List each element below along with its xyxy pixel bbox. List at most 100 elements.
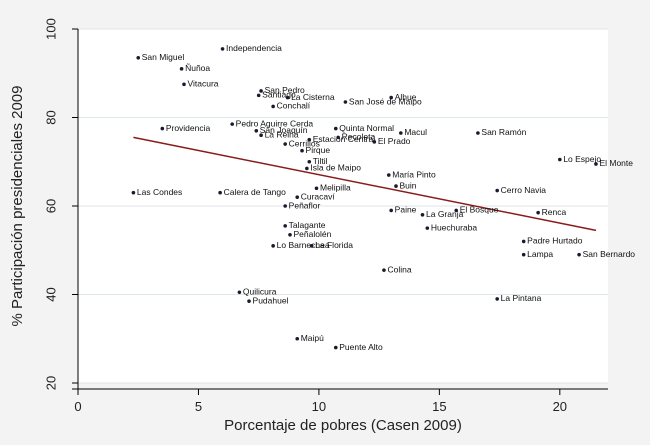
- point-marker: [254, 128, 259, 133]
- point-marker: [305, 166, 309, 171]
- y-tick-label: 100: [43, 18, 58, 40]
- data-point: Calera de Tango: [218, 187, 286, 197]
- y-tick-label: 80: [43, 110, 58, 124]
- point-marker: [521, 239, 526, 244]
- data-point: Cerro Navia: [495, 185, 546, 195]
- point-label: Pirque: [306, 145, 331, 155]
- point-label: Providencia: [166, 123, 211, 133]
- point-label: Alhue: [395, 92, 417, 102]
- point-marker: [247, 299, 251, 303]
- point-marker: [386, 173, 391, 177]
- point-marker: [295, 195, 300, 199]
- data-point: Melipilla: [314, 183, 351, 193]
- x-tick-label: 5: [195, 399, 202, 414]
- data-point: Las Condes: [131, 187, 182, 197]
- data-point: San Ramón: [476, 127, 527, 137]
- point-label: Melipilla: [320, 183, 351, 193]
- data-point: Macul: [399, 127, 427, 137]
- point-label: San Bernardo: [583, 249, 636, 259]
- fit-line: [133, 136, 597, 232]
- point-label: San Joaquín: [260, 125, 308, 135]
- point-marker: [372, 140, 377, 144]
- data-point: Colina: [382, 264, 412, 274]
- y-tick-label: 60: [43, 199, 58, 213]
- point-marker: [271, 244, 275, 248]
- point-label: La Reina: [265, 129, 299, 139]
- data-point: Isla de Maipo: [305, 163, 361, 173]
- y-tick-label: 40: [43, 287, 58, 301]
- point-label: Paine: [395, 205, 417, 215]
- data-point: Maipú: [295, 333, 324, 343]
- axes: 20 40 60 80 100 0 5 10 15 20: [43, 18, 608, 414]
- point-label: Lo Espejo: [563, 154, 601, 164]
- point-label: Santiago: [262, 90, 296, 100]
- point-label: La Florida: [315, 240, 353, 250]
- point-marker: [307, 137, 312, 142]
- data-point: Tiltil: [307, 156, 328, 166]
- data-point: Lo Espejo: [558, 154, 601, 164]
- point-marker: [394, 184, 398, 188]
- point-label: Quinta Normal: [339, 123, 394, 133]
- point-label: San Ramón: [481, 127, 526, 137]
- point-marker: [285, 95, 290, 100]
- x-tick-label: 15: [432, 399, 446, 414]
- y-tick-label: 20: [43, 376, 58, 390]
- point-marker: [237, 290, 242, 295]
- x-tick-label: 0: [74, 399, 81, 414]
- data-point: La Cisterna: [285, 92, 335, 102]
- data-point: Pudahuel: [247, 295, 289, 305]
- point-label: Colina: [387, 264, 411, 274]
- data-point: Renca: [536, 207, 566, 217]
- data-point: Puente Alto: [333, 342, 383, 352]
- data-point: Pirque: [300, 145, 330, 155]
- point-marker: [399, 131, 403, 135]
- point-marker: [333, 345, 338, 350]
- data-point: Ñuñoa: [179, 63, 210, 73]
- data-point: San Joaquín: [254, 125, 308, 135]
- point-marker: [256, 93, 261, 98]
- data-point: El Prado: [372, 136, 411, 146]
- point-label: Tiltil: [313, 156, 328, 166]
- data-point: Quinta Normal: [333, 123, 394, 133]
- point-marker: [182, 82, 186, 87]
- point-label: El Monte: [599, 158, 633, 168]
- data-point: Lampa: [521, 249, 553, 259]
- data-point: Curacaví: [295, 191, 335, 201]
- data-point: El Bosque: [454, 205, 499, 215]
- point-marker: [131, 190, 136, 195]
- point-marker: [307, 159, 312, 164]
- point-label: Lo Barnechea: [277, 240, 330, 250]
- point-label: Cerro Navia: [501, 185, 547, 195]
- point-marker: [420, 213, 425, 217]
- point-label: Talagante: [289, 220, 326, 230]
- point-label: Calera de Tango: [224, 187, 286, 197]
- data-point: Peñalolén: [288, 229, 332, 239]
- point-label: Cerrillos: [289, 138, 320, 148]
- point-label: María Pinto: [392, 169, 436, 179]
- point-label: San José de Maipo: [349, 96, 422, 106]
- point-marker: [382, 268, 386, 272]
- point-marker: [259, 133, 263, 137]
- data-point: La Reina: [259, 129, 299, 139]
- data-point: San José de Maipo: [343, 96, 422, 106]
- data-point: La Granja: [420, 209, 464, 219]
- point-marker: [283, 142, 287, 146]
- point-label: San Miguel: [142, 52, 185, 62]
- point-label: Las Condes: [137, 187, 182, 197]
- point-marker: [336, 135, 340, 140]
- y-axis-title: % Participación presidenciales 2009: [9, 86, 26, 327]
- point-marker: [343, 100, 348, 104]
- point-label: Quilicura: [243, 287, 277, 297]
- data-point: Huechuraba: [425, 222, 477, 232]
- point-marker: [558, 157, 562, 162]
- data-points: San Miguel Independencia Ñuñoa Vitacura San …: [131, 43, 635, 352]
- data-point: San Bernardo: [577, 249, 635, 259]
- point-label: Renca: [542, 207, 567, 217]
- data-point: Independencia: [220, 43, 282, 53]
- point-label: Padre Hurtado: [527, 236, 583, 246]
- point-marker: [577, 252, 581, 257]
- data-point: Padre Hurtado: [521, 236, 583, 246]
- point-marker: [179, 67, 184, 71]
- point-marker: [389, 95, 393, 100]
- point-marker: [495, 188, 499, 193]
